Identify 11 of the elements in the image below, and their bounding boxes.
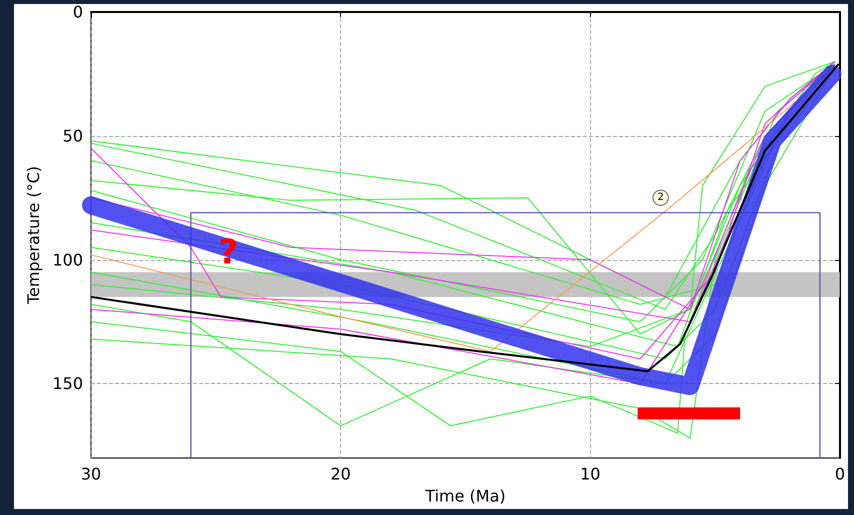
y-tick-label: 150 — [52, 374, 83, 394]
y-tick-label: 100 — [52, 250, 83, 270]
x-axis-title: Time (Ma) — [424, 486, 506, 506]
y-tick-label: 0 — [72, 2, 83, 22]
x-tick-label: 10 — [580, 464, 600, 484]
x-tick-label: 0 — [834, 464, 846, 484]
y-axis-title: Temperature (°C) — [24, 166, 44, 306]
annotation: 2 — [657, 192, 664, 204]
x-tick-label: 30 — [80, 464, 102, 484]
x-tick-label: 20 — [330, 464, 351, 484]
y-tick-label: 50 — [62, 126, 83, 146]
